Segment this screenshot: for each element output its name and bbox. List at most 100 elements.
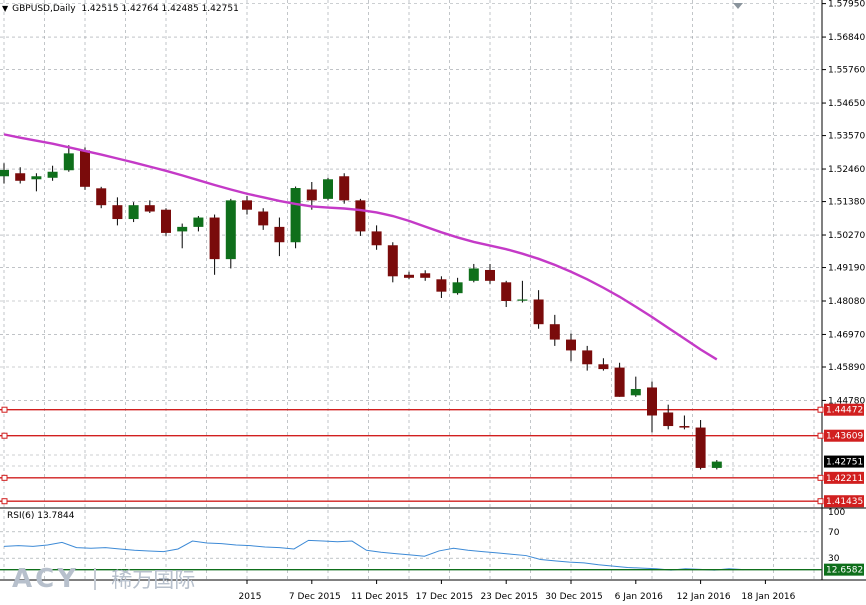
rsi-level-label: 100	[828, 508, 845, 518]
y-tick-label: 1.55760	[828, 66, 865, 76]
line-handle-left[interactable]	[1, 474, 8, 481]
candle-body	[0, 169, 9, 177]
candle-body	[371, 231, 382, 246]
line-handle-right[interactable]	[817, 498, 824, 505]
x-tick-label: 11 Dec 2015	[351, 592, 409, 602]
x-tick-label: 23 Dec 2015	[480, 592, 538, 602]
price-tag-label: 1.42211	[826, 474, 863, 484]
line-handle-right[interactable]	[817, 406, 824, 413]
candle-body	[306, 189, 317, 201]
rsi-level-label: 70	[828, 528, 840, 538]
price-tag-label: 1.44472	[826, 406, 863, 416]
dropdown-triangle-icon[interactable]: ▼	[2, 4, 9, 13]
price-tag-label: 1.43609	[826, 432, 863, 442]
candle-body	[711, 461, 722, 468]
candle-body	[549, 324, 560, 340]
rsi-value-tag	[824, 563, 864, 576]
y-tick-label: 1.48080	[828, 297, 865, 307]
line-handle-left[interactable]	[1, 406, 8, 413]
y-tick-label: 1.45890	[828, 363, 865, 373]
x-tick-label: 30 Dec 2015	[545, 592, 603, 602]
candle-body	[242, 200, 252, 210]
x-tick-label: 12 Jan 2016	[677, 592, 731, 602]
y-tick-label: 1.46970	[828, 330, 865, 340]
moving-average-line	[3, 133, 718, 361]
candle-body	[339, 176, 350, 201]
watermark-brand: ACY	[12, 564, 80, 594]
candle-body	[80, 150, 90, 187]
candle-body	[177, 226, 188, 232]
line-handle-right[interactable]	[817, 474, 824, 481]
y-tick-label: 1.53570	[828, 132, 865, 142]
candle-body	[501, 282, 512, 302]
x-tick-label: 7 Dec 2015	[289, 592, 341, 602]
current-price-label: 1.42751	[826, 458, 863, 468]
line-handle-right[interactable]	[817, 432, 824, 439]
candle-body	[598, 364, 609, 370]
candle-body	[323, 179, 333, 199]
candle-body	[225, 200, 236, 260]
watermark-cn: 稀万国际	[111, 568, 196, 592]
candle-body	[468, 268, 479, 281]
candle-body	[517, 299, 528, 301]
price-tag-label: 1.41435	[826, 497, 863, 507]
candle-body	[193, 217, 204, 227]
rsi-line	[3, 539, 744, 571]
candle-body	[290, 188, 301, 243]
price-tag	[824, 429, 864, 442]
candle-body	[695, 427, 706, 468]
candle-body	[614, 367, 625, 397]
rsi-value-label: 12.6582	[826, 566, 863, 576]
candle-body	[679, 426, 690, 428]
candle-body	[63, 153, 74, 171]
y-tick-label: 1.56840	[828, 33, 865, 43]
candle-body	[258, 211, 269, 226]
candle-body	[355, 200, 366, 232]
line-handle-left[interactable]	[1, 432, 8, 439]
y-tick-label: 1.51380	[828, 198, 865, 208]
y-tick-label: 1.52460	[828, 165, 865, 175]
y-tick-label: 1.44780	[828, 396, 865, 406]
candle-body	[47, 171, 58, 178]
candle-body	[144, 205, 155, 212]
candle-body	[582, 350, 593, 365]
candle-body	[436, 279, 447, 292]
shift-marker-icon[interactable]	[733, 3, 743, 9]
price-tag	[824, 403, 864, 416]
x-tick-label: 18 Jan 2016	[741, 592, 795, 602]
candle-body	[663, 412, 674, 427]
candle-body	[274, 226, 285, 243]
x-tick-label: 6 Jan 2016	[615, 592, 663, 602]
rsi-label: RSI(6) 13.7844	[7, 511, 75, 521]
ohlc-label: 1.42515 1.42764 1.42485 1.42751	[81, 4, 239, 14]
header-bar: ▼ GBPUSD,Daily 1.42515 1.42764 1.42485 1.…	[2, 4, 239, 14]
price-tag	[824, 495, 864, 508]
candle-body	[161, 209, 171, 233]
y-tick-label: 1.54650	[828, 99, 865, 109]
candle-body	[31, 176, 42, 180]
candle-body	[112, 205, 123, 220]
y-tick-label: 1.49190	[828, 264, 865, 274]
y-tick-label: 1.50270	[828, 231, 865, 241]
candle-body	[96, 188, 107, 206]
candle-body	[209, 217, 220, 260]
candle-body	[452, 282, 463, 294]
candle-body	[566, 339, 576, 351]
candle-body	[533, 299, 544, 325]
y-tick-label: 1.57950	[828, 0, 865, 10]
watermark-divider	[94, 568, 97, 590]
candle-body	[647, 387, 657, 416]
candle-body	[630, 388, 641, 396]
rsi-level-label: 30	[828, 554, 840, 564]
symbol-label: GBPUSD,Daily	[12, 4, 76, 14]
candle-body	[128, 205, 139, 220]
x-tick-label: 2015	[239, 592, 262, 602]
line-handle-left[interactable]	[1, 498, 8, 505]
current-price-tag	[824, 455, 864, 468]
candle-body	[387, 245, 398, 277]
candle-body	[420, 273, 431, 278]
x-tick-label: 17 Dec 2015	[416, 592, 474, 602]
candle-body	[15, 173, 26, 181]
